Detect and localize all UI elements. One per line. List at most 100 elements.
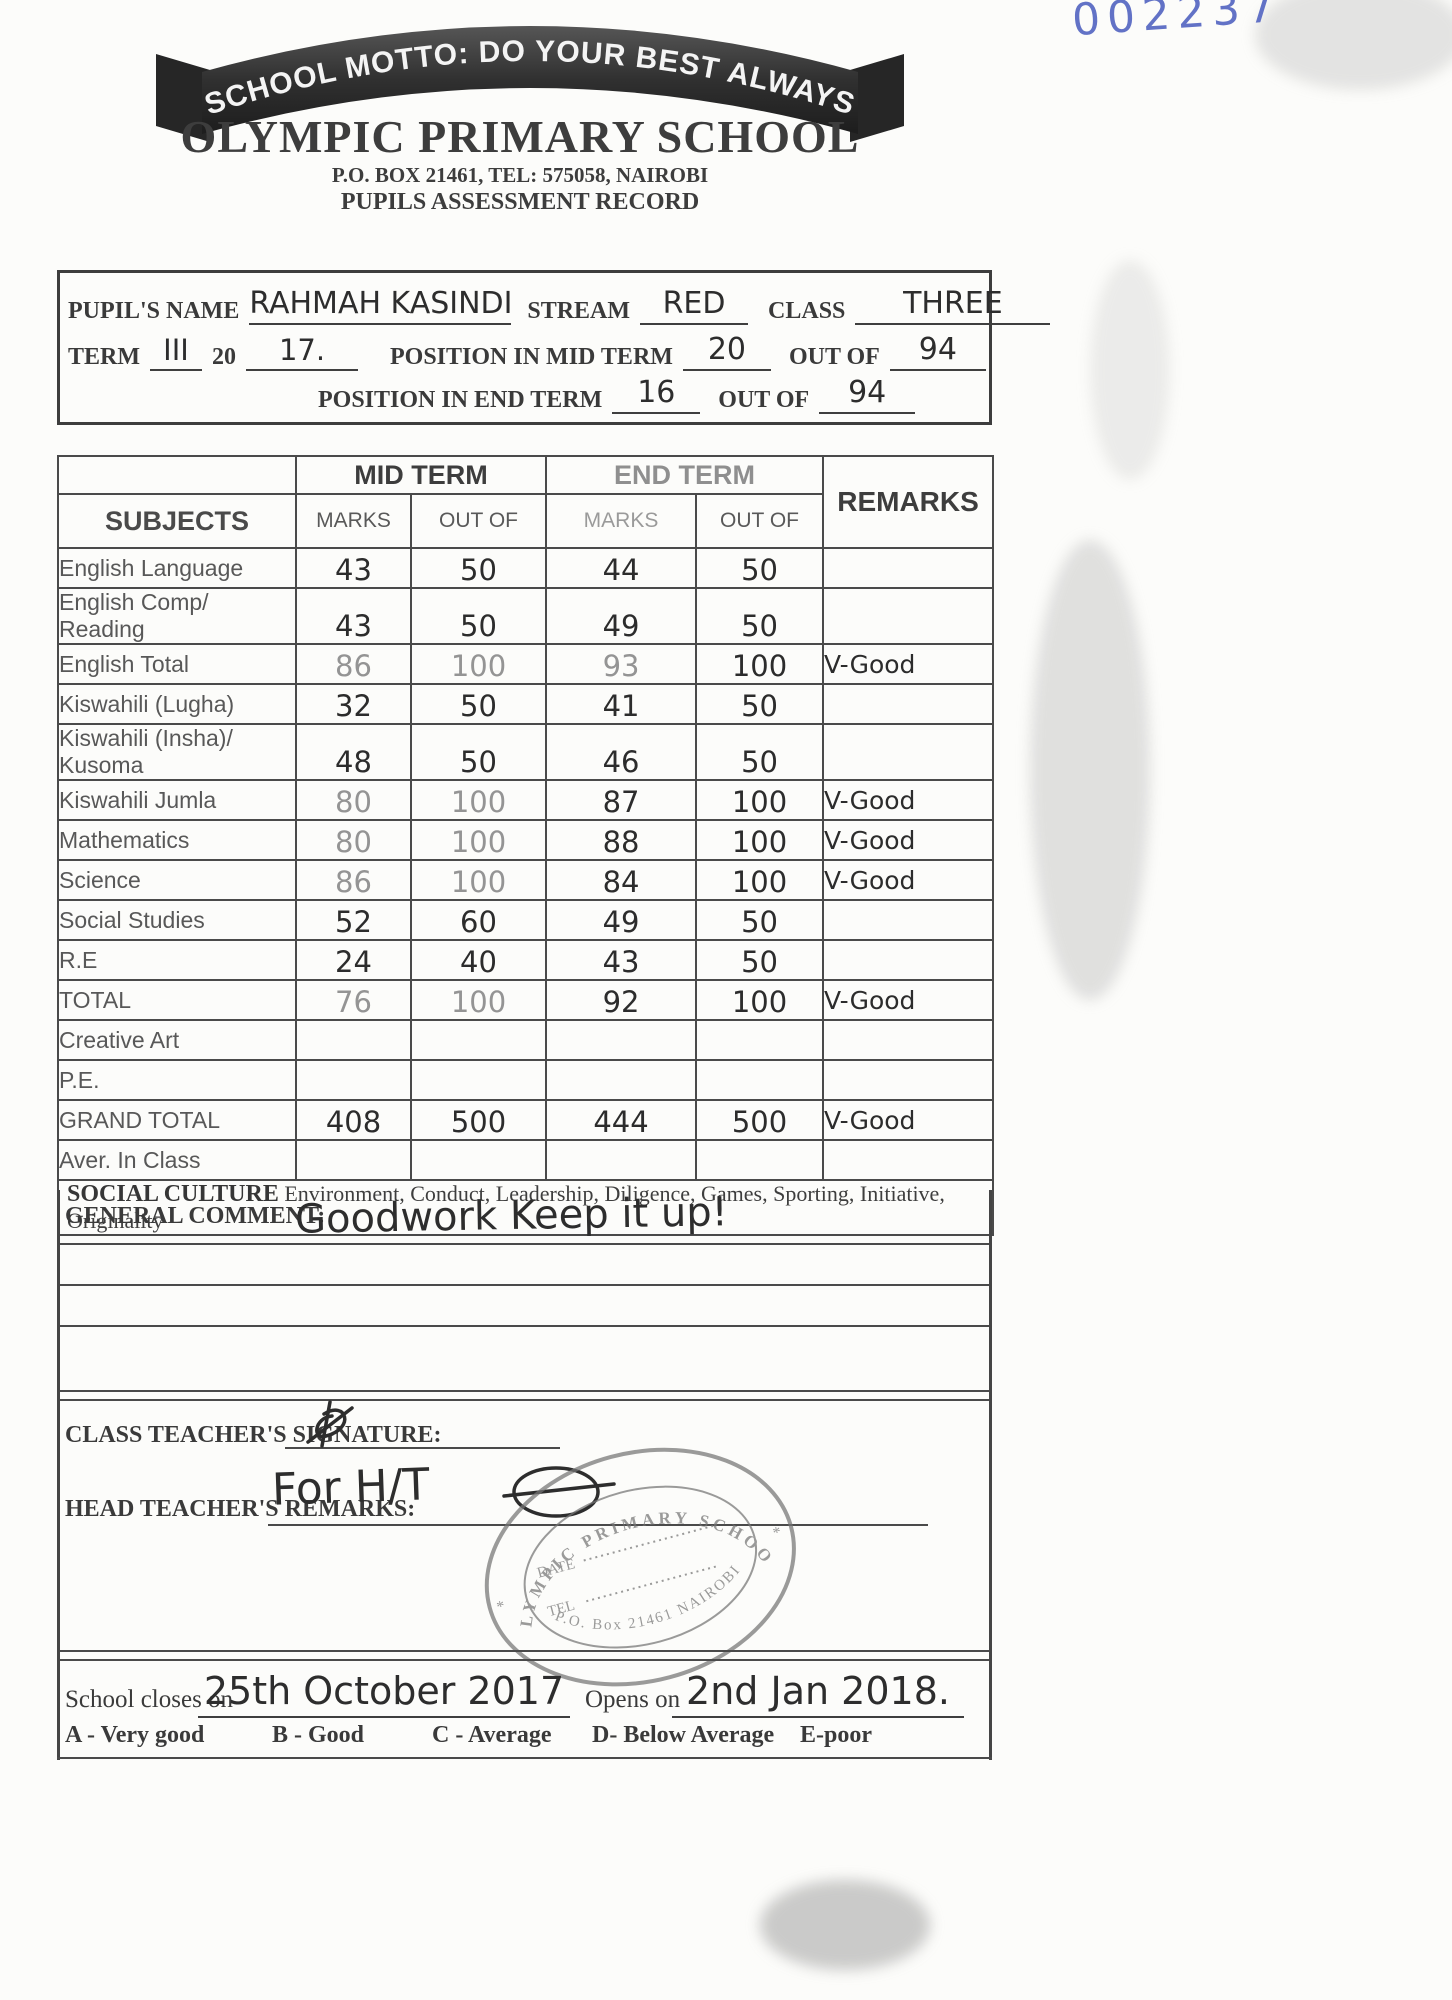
end-marks-cell: 43: [545, 939, 698, 981]
subject-cell: English Comp/ Reading: [57, 587, 297, 645]
year-prefix: 20: [212, 344, 236, 370]
stream-value: RED: [662, 286, 726, 321]
mid-out-of-cell: 50: [409, 723, 548, 781]
class-label: CLASS: [768, 298, 846, 324]
header-spacer-cell: [57, 455, 297, 495]
school-name: OLYMPIC PRIMARY SCHOOL: [180, 111, 860, 162]
end-out-of-cell: 50: [695, 587, 825, 645]
mid-out-of-cell: 50: [409, 683, 548, 725]
mid-out-of-cell: 100: [409, 819, 548, 861]
term-field: III: [150, 333, 202, 371]
school-stamp: OLYMPIC PRIMARY SCHOOL P.O. Box 21461 NA…: [439, 1401, 831, 1731]
table-row: English Comp/ Reading 43 50 49 50: [57, 587, 995, 645]
table-row: Mathematics 80 100 88 100 V-Good: [57, 819, 995, 861]
school-closes-value: 25th October 2017: [203, 1669, 565, 1713]
scan-smudge: [1090, 260, 1170, 480]
mid-out-of-cell: 100: [409, 979, 548, 1021]
subject-cell: Mathematics: [57, 819, 297, 861]
end-out-of-cell: 500: [695, 1099, 825, 1141]
subject-cell: P.E.: [57, 1059, 297, 1101]
end-position-field: 16: [612, 376, 701, 414]
social-culture-row: SOCIAL CULTURE Environment, Conduct, Lea…: [56, 1179, 995, 1236]
grade-key-d: D- Below Average: [592, 1722, 775, 1748]
grade-key-c: C - Average: [432, 1722, 552, 1748]
mid-out-of-field: 94: [889, 333, 986, 371]
end-out-of-cell: 100: [695, 979, 825, 1021]
head-teacher-signature-scribble: [502, 1466, 616, 1518]
table-row: Kiswahili (Insha)/ Kusoma 48 50 46 50: [57, 723, 995, 781]
grade-key-b: B - Good: [272, 1722, 365, 1748]
double-ruled-line: [60, 1390, 989, 1401]
svg-text:P.O. Box 21461 NAIROBI: P.O. Box 21461 NAIROBI: [549, 1559, 752, 1652]
mid-out-of-cell: [409, 1059, 548, 1101]
remark-cell: [822, 899, 995, 941]
remark-cell: [822, 683, 995, 725]
end-position-line: POSITION IN END TERM 16 OUT OF 94: [318, 376, 916, 414]
pupil-name-line: PUPIL'S NAME RAHMAH KASINDI STREAM RED C…: [68, 286, 1051, 325]
table-row: P.E.: [57, 1059, 995, 1101]
term-position-line: TERM III 20 17. POSITION IN MID TERM 20 …: [68, 333, 986, 371]
end-marks-cell: 88: [545, 819, 698, 861]
mid-marks-cell: 76: [295, 979, 412, 1021]
end-marks-cell: [545, 1059, 698, 1101]
table-row: Social Studies 52 60 49 50: [57, 899, 995, 941]
term-value: III: [163, 333, 189, 367]
mid-marks-cell: 48: [295, 723, 412, 781]
opens-label: Opens on: [585, 1686, 681, 1713]
double-ruled-line: [60, 1650, 989, 1661]
box-left-border: [57, 1190, 60, 1760]
end-marks-cell: 84: [545, 859, 698, 901]
ruled-line: [60, 1284, 989, 1286]
end-position-label: POSITION IN END TERM: [318, 387, 603, 413]
end-out-of-cell: 100: [695, 779, 825, 821]
opens-value: 2nd Jan 2018.: [686, 1669, 950, 1713]
scan-smudge: [1030, 540, 1150, 1000]
mid-marks-cell: 52: [295, 899, 412, 941]
general-comment-label: GENERAL COMMENT:: [65, 1203, 326, 1229]
subject-cell: English Language: [57, 547, 297, 589]
subjects-header: SUBJECTS: [57, 493, 297, 549]
end-out-of-cell: 50: [695, 683, 825, 725]
mid-position-label: POSITION IN MID TERM: [390, 344, 673, 370]
end-marks-cell: 49: [545, 587, 698, 645]
end-marks-cell: 444: [545, 1099, 698, 1141]
mid-marks-cell: 24: [295, 939, 412, 981]
class-teacher-signature-line: [285, 1447, 560, 1449]
social-culture-cell: SOCIAL CULTURE Environment, Conduct, Lea…: [56, 1179, 995, 1236]
remark-cell: V-Good: [822, 819, 995, 861]
end-marks-cell: 46: [545, 723, 698, 781]
end-term-header: END TERM: [545, 455, 825, 495]
mid-marks-cell: [295, 1059, 412, 1101]
stamp-tel-label: TEL: [546, 1598, 577, 1621]
box-right-border: [989, 1190, 992, 1760]
svg-text:*: *: [495, 1598, 507, 1616]
pupil-name-label: PUPIL'S NAME: [68, 298, 240, 324]
end-out-of-cell: 50: [695, 723, 825, 781]
end-out-of-cell: 100: [695, 819, 825, 861]
mid-position-value: 20: [707, 332, 747, 367]
class-teacher-signature-scribble: [306, 1400, 354, 1448]
end-out-of-cell: 50: [695, 899, 825, 941]
end-out-of-cell: [695, 1019, 825, 1061]
table-row: TOTAL 76 100 92 100 V-Good: [57, 979, 995, 1021]
year-value: 17.: [278, 333, 326, 367]
ruled-line: [60, 1243, 989, 1245]
table-row: Aver. In Class: [57, 1139, 995, 1181]
mid-position-field: 20: [682, 332, 771, 371]
remark-cell: [822, 723, 995, 781]
mid-out-of-header: OUT OF: [409, 493, 548, 549]
document-subtitle: PUPILS ASSESSMENT RECORD: [340, 189, 700, 215]
grade-key-a: A - Very good: [65, 1722, 205, 1748]
table-header-row-1: MID TERM END TERM REMARKS: [57, 455, 995, 549]
table-row: English Total 86 100 93 100 V-Good: [57, 643, 995, 685]
mid-marks-cell: [295, 1139, 412, 1181]
grade-key-e: E-poor: [800, 1722, 872, 1748]
mid-marks-cell: 86: [295, 643, 412, 685]
end-out-of-label: OUT OF: [718, 387, 810, 413]
subject-cell: Social Studies: [57, 899, 297, 941]
subject-cell: R.E: [57, 939, 297, 981]
table-row: English Language 43 50 44 50: [57, 547, 995, 589]
mid-term-header: MID TERM: [294, 455, 548, 495]
subject-cell: English Total: [57, 643, 297, 685]
mid-marks-cell: 43: [295, 587, 412, 645]
